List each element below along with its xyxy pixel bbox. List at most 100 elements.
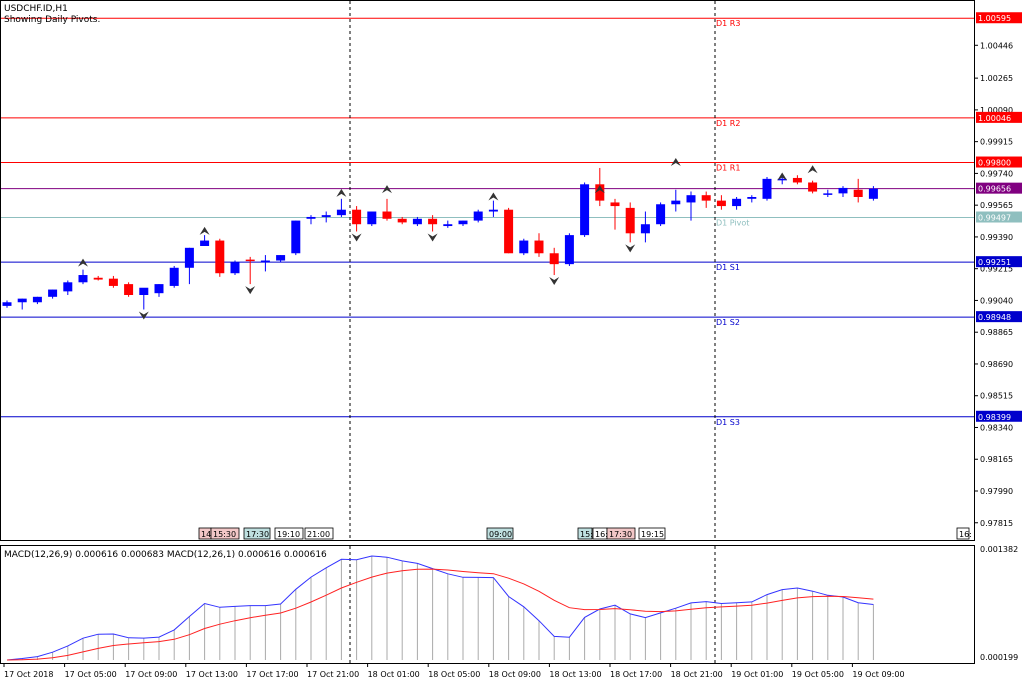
event-label-text: 17:30 xyxy=(609,530,632,539)
price-axis: 1.00446 1.00265 1.00090 0.99915 0.99740 0.995… xyxy=(974,41,1013,528)
candle-body xyxy=(443,224,453,227)
candle-body xyxy=(124,284,134,295)
fractal-down-arrow xyxy=(625,244,636,253)
time-tick-label: 18 Oct 01:00 xyxy=(368,670,420,679)
time-tick-label: 18 Oct 13:00 xyxy=(549,670,601,679)
time-tick-label: 17 Oct 09:00 xyxy=(125,670,177,679)
price-tick-label: 1.00446 xyxy=(980,41,1013,50)
event-label-box xyxy=(956,527,970,540)
event-label-box xyxy=(243,527,271,540)
pivot-price-tag xyxy=(976,12,1022,24)
candle-body xyxy=(352,209,362,225)
price-tick-label: 0.97815 xyxy=(980,519,1013,528)
event-label-text: 21:00 xyxy=(307,530,330,539)
fractal-up-arrow xyxy=(807,165,818,174)
candle-body xyxy=(78,275,88,283)
macd-main-line xyxy=(6,555,874,661)
candle-body xyxy=(671,200,681,205)
price-tick-label: 0.99040 xyxy=(980,296,1013,305)
price-tick-label: 1.00090 xyxy=(980,106,1013,115)
fractal-up-arrow xyxy=(670,157,681,166)
candle-body xyxy=(412,218,422,225)
time-tick-label: 18 Oct 17:00 xyxy=(610,670,662,679)
fractal-up-arrow xyxy=(199,226,210,235)
fractal-down-arrow xyxy=(427,233,438,242)
pivot-line-label: D1 S1 xyxy=(716,263,740,272)
pivot-lines: D1 R3 D1 R2 D1 R1 D1 Pivot D1 S1 D1 S2 D1 S3 xyxy=(1,17,974,427)
candle-body xyxy=(276,255,286,261)
pivot-price-tag-text: 0.98399 xyxy=(978,413,1011,422)
candle-body xyxy=(762,178,772,199)
current-price-tag-text: 0.99656 xyxy=(978,185,1011,194)
fractal-up-arrow xyxy=(78,258,88,267)
time-tick-label: 19 Oct 05:00 xyxy=(792,670,844,679)
price-tick-label: 0.98515 xyxy=(980,392,1013,401)
event-label-box xyxy=(638,527,666,540)
candle-body xyxy=(701,195,711,201)
event-label-text: 16: xyxy=(959,530,972,539)
pivot-price-tag-text: 0.99497 xyxy=(978,214,1011,223)
candle-body xyxy=(458,220,468,225)
candle-body xyxy=(549,253,559,265)
event-label-box xyxy=(577,527,593,540)
pivot-line-label: D1 S2 xyxy=(716,318,740,327)
candle-body xyxy=(853,189,863,197)
fractal-up-arrow xyxy=(336,188,347,197)
fractal-up-arrow xyxy=(488,192,499,201)
macd-subwindow-frame xyxy=(0,545,975,664)
time-tick-label: 18 Oct 09:00 xyxy=(489,670,541,679)
event-label-text: 15: xyxy=(580,530,593,539)
current-price-line: 0.99656 xyxy=(1,182,1022,194)
price-tick-label: 0.99915 xyxy=(980,138,1013,147)
candle-body xyxy=(625,207,635,234)
candle-body xyxy=(397,218,407,223)
time-tick-label: 19 Oct 01:00 xyxy=(731,670,783,679)
macd-histogram xyxy=(21,556,874,660)
candle-body xyxy=(732,198,742,207)
candle-body xyxy=(291,220,301,254)
event-label-text: 19:15 xyxy=(641,530,664,539)
candle-body xyxy=(777,178,787,181)
pivot-price-tag xyxy=(976,111,1022,123)
candle-body xyxy=(154,284,164,294)
candle-body xyxy=(488,209,498,212)
candle-body xyxy=(260,260,270,263)
price-tick-label: 0.99215 xyxy=(980,265,1013,274)
candle-body xyxy=(868,188,878,199)
candle-body xyxy=(610,202,620,207)
time-tick-label: 19 Oct 09:00 xyxy=(852,670,904,679)
event-labels: 14: 15:30 17:30 19:10 21:00 09:00 15: 16: 17:30 1… xyxy=(198,527,972,540)
candle-body xyxy=(63,282,73,292)
candle-body xyxy=(382,211,392,219)
candle-body xyxy=(428,218,438,225)
candle-body xyxy=(534,240,544,254)
price-tick-label: 0.97990 xyxy=(980,487,1013,496)
candle-body xyxy=(336,209,346,216)
candle-body xyxy=(747,197,757,199)
candle-body xyxy=(32,296,42,303)
candle-body xyxy=(169,267,179,286)
pivot-price-tag-text: 0.98948 xyxy=(978,313,1011,322)
event-label-box xyxy=(486,527,514,540)
candlestick-series xyxy=(2,167,878,310)
candle-body xyxy=(215,240,225,274)
candle-body xyxy=(367,211,377,225)
candle-body xyxy=(519,240,529,254)
fractal-markers xyxy=(78,157,818,320)
macd-axis-bottom: 0.000199 xyxy=(980,653,1018,662)
pivot-line-label: D1 R1 xyxy=(716,164,740,173)
pivot-price-tag xyxy=(976,256,1022,268)
candle-body xyxy=(48,289,58,297)
candle-body xyxy=(656,204,666,225)
price-tick-label: 0.99390 xyxy=(980,233,1013,242)
pivot-line-label: D1 R2 xyxy=(716,119,740,128)
price-tick-label: 0.99565 xyxy=(980,201,1013,210)
event-label-box xyxy=(304,527,334,540)
candle-body xyxy=(686,195,696,203)
candle-body xyxy=(245,259,255,262)
macd-axis-top: 0.001382 xyxy=(980,545,1018,554)
pivot-price-tag xyxy=(976,156,1022,168)
candle-body xyxy=(716,200,726,207)
candle-body xyxy=(808,182,818,192)
